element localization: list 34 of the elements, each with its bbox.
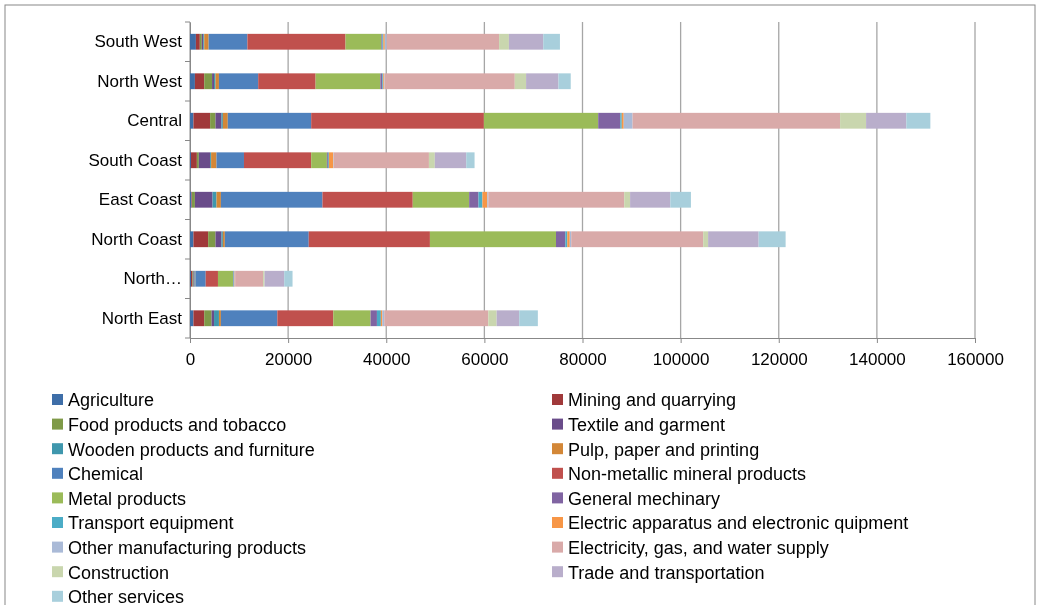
y-tick-label: South West [94, 32, 183, 52]
legend-label: Food products and tobacco [68, 414, 287, 435]
legend-label: Metal products [68, 488, 187, 509]
y-tick-label: North West [97, 71, 183, 91]
legend-label: General mechinary [568, 488, 721, 509]
legend-label: Electricity, gas, and water supply [568, 537, 829, 558]
x-tick-label: 120000 [750, 349, 808, 369]
x-tick-label: 20000 [264, 349, 313, 369]
legend-label: Transport equipment [68, 513, 234, 534]
x-tick-label: 80000 [559, 349, 607, 369]
x-tick-label: 160000 [947, 349, 1004, 369]
y-tick-label: North Coast [91, 229, 183, 249]
legend-label: Trade and transportation [568, 562, 765, 583]
x-tick-label: 40000 [363, 349, 411, 369]
legend-label: Other services [68, 587, 185, 605]
x-tick-label: 60000 [461, 349, 509, 369]
legend-label: Wooden products and furniture [68, 439, 315, 460]
y-tick-label: North… [123, 269, 182, 289]
legend-label: Agriculture [68, 390, 155, 411]
legend-label: Non-metallic mineral products [568, 464, 807, 485]
y-tick-label: South Coast [88, 150, 183, 170]
y-tick-label: East Coast [98, 190, 183, 210]
x-tick-label: 140000 [849, 349, 906, 369]
legend-label: Electric apparatus and electronic quipment [568, 513, 909, 534]
legend-label: Mining and quarrying [568, 390, 737, 411]
y-tick-label: Central [127, 111, 182, 131]
x-tick-label: 100000 [652, 349, 710, 369]
legend-label: Chemical [68, 464, 144, 485]
legend-label: Other manufacturing products [68, 537, 307, 558]
legend-label: Textile and garment [568, 414, 726, 435]
legend-label: Construction [68, 562, 170, 583]
x-tick-label: 0 [185, 349, 196, 369]
y-tick-label: North East [101, 308, 183, 328]
legend-label: Pulp, paper and printing [568, 439, 760, 460]
